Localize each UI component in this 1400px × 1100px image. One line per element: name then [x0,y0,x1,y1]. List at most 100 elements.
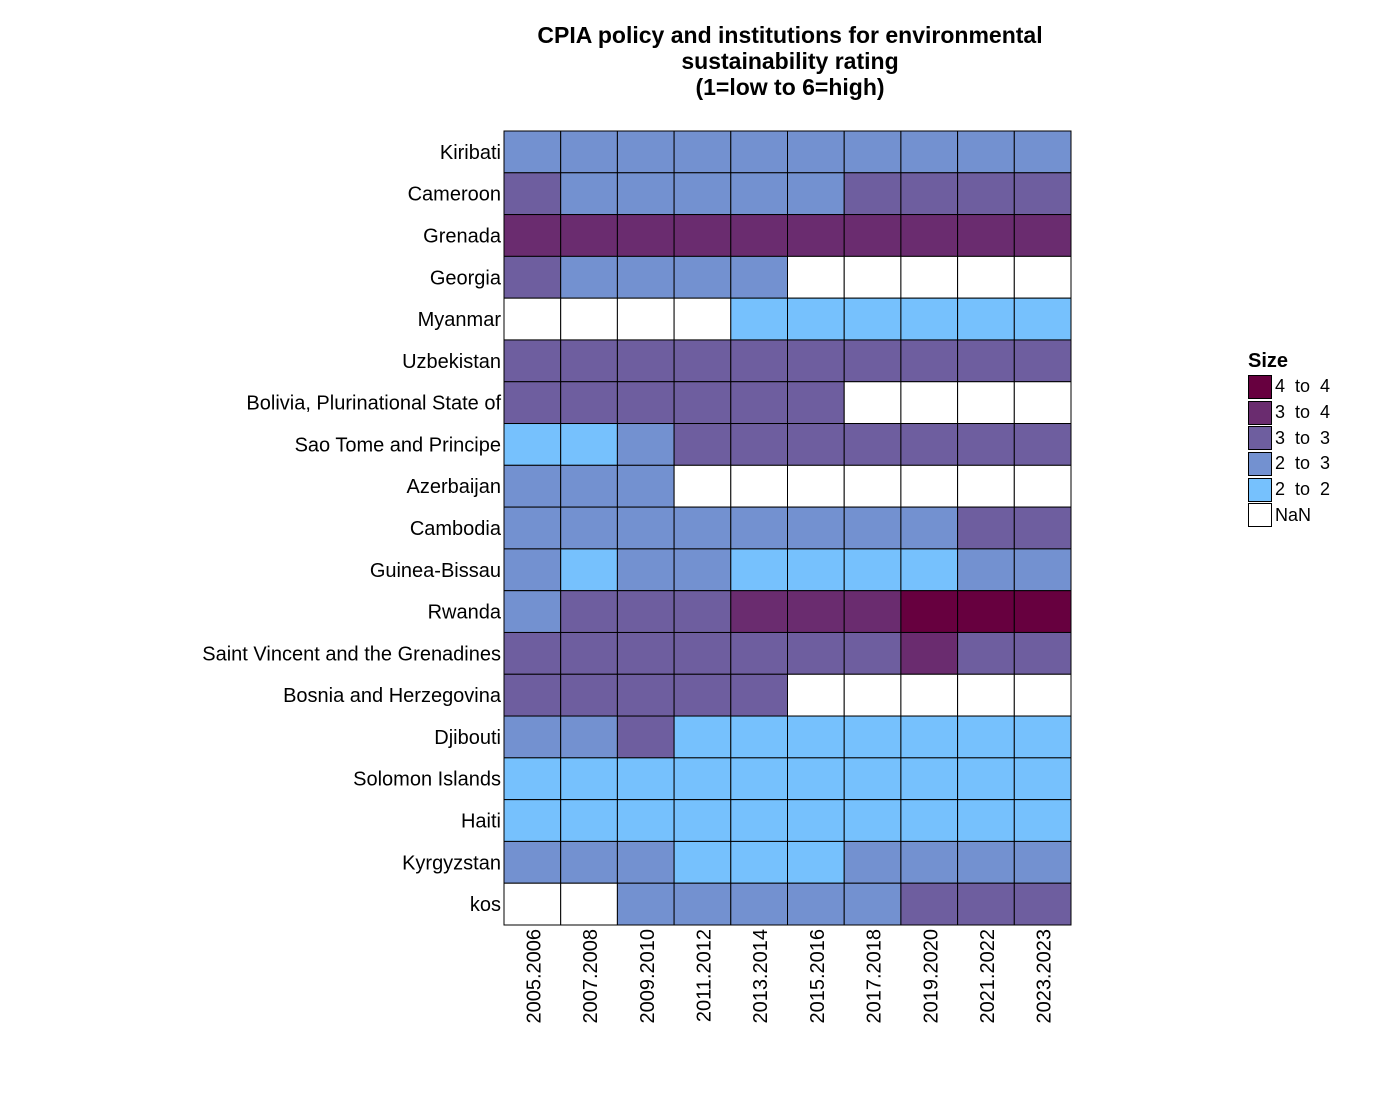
heatmap-cell [787,172,845,216]
heatmap-cell [843,339,902,383]
heatmap-cell [560,631,618,675]
y-tick-label: Djibouti [434,727,501,749]
heatmap-cell [503,255,562,299]
x-axis-tick-labels: 2005.2006 2007.2008 2009.2010 2011.2012 2013… [523,929,1055,1024]
heatmap-cell [730,464,788,508]
heatmap-cell [503,381,562,425]
chart-title: CPIA policy and institutions for environ… [490,22,1090,100]
heatmap-cell [1013,840,1072,884]
heatmap-cell [787,214,845,257]
heatmap-cell [730,715,788,759]
heatmap-cell [503,423,562,466]
y-tick-label: Kyrgyzstan [402,852,501,874]
heatmap-cell [616,339,675,383]
heatmap-cell [1013,464,1072,508]
heatmap-cell [957,297,1015,341]
heatmap-cell [503,339,562,383]
y-tick-label: Georgia [430,267,502,289]
heatmap-cell [843,506,902,550]
heatmap-cell [957,381,1015,425]
y-tick-label: Cambodia [410,518,502,540]
x-tick-label: 2021.2022 [977,929,999,1024]
heatmap-cell [843,172,902,216]
heatmap-cell [616,631,675,675]
heatmap-cell [1013,172,1072,216]
heatmap-cell [560,840,618,884]
heatmap-cell [503,172,562,216]
heatmap-cell [673,339,732,383]
heatmap-cell [503,130,562,174]
heatmap-cell [560,130,618,174]
heatmap-cell [900,548,959,592]
heatmap-cell [560,214,618,257]
heatmap-cell [673,172,732,216]
heatmap-cell [730,799,788,842]
heatmap-cell [900,799,959,842]
heatmap-cell [730,423,788,466]
legend-swatch [1248,451,1272,476]
heatmap-cell [1013,631,1072,675]
heatmap-cell [560,255,618,299]
heatmap-cell [616,464,675,508]
heatmap-cell [730,297,788,341]
y-tick-label: Rwanda [428,602,502,624]
heatmap-cell [843,715,902,759]
heatmap-cell [673,757,732,801]
chart-title-line-3: (1=low to 6=high) [695,74,885,100]
heatmap-cell [787,506,845,550]
heatmap-cell [787,464,845,508]
y-tick-label: Solomon Islands [353,769,501,791]
legend-label: 2 to 2 [1275,479,1331,500]
heatmap-cell [787,715,845,759]
x-tick-label: 2019.2020 [920,929,942,1024]
heatmap-cell [560,590,618,633]
chart-title-line-1: CPIA policy and institutions for environ… [537,22,1043,48]
heatmap-cell [843,757,902,801]
y-tick-label: Myanmar [418,309,502,331]
legend-label: 3 to 4 [1275,402,1331,423]
heatmap-cell [616,130,675,174]
heatmap-cell [1013,255,1072,299]
heatmap-cell [503,297,562,341]
heatmap-cell [787,423,845,466]
y-tick-label: Haiti [461,811,501,833]
heatmap-cell [503,631,562,675]
heatmap-cell [616,423,675,466]
heatmap-cell [730,381,788,425]
heatmap-cell [560,757,618,801]
legend-item: 4 to 4 [1248,374,1330,400]
heatmap-cell [503,214,562,257]
heatmap-cell [503,840,562,884]
heatmap-cell [673,840,732,884]
heatmap-cell [730,548,788,592]
heatmap-cell [957,631,1015,675]
heatmap-cell [1013,673,1072,717]
legend-item: 2 to 3 [1248,451,1330,477]
legend-label: 3 to 3 [1275,427,1331,448]
y-tick-label: Sao Tome and Principe [295,434,501,456]
heatmap-cell [900,423,959,466]
legend-swatch [1248,400,1272,425]
heatmap-cell [616,297,675,341]
heatmap-cell [503,464,562,508]
heatmap-cell [673,715,732,759]
heatmap-cell [673,882,732,926]
legend-label: 2 to 3 [1275,453,1331,474]
heatmap-cell [900,130,959,174]
heatmap-cell [1013,297,1072,341]
heatmap-cell [616,506,675,550]
heatmap-cell [957,548,1015,592]
heatmap-cell [957,506,1015,550]
heatmap-cell [616,172,675,216]
heatmap-cell [787,255,845,299]
x-tick-label: 2015.2016 [807,929,829,1024]
legend-swatch [1248,374,1272,399]
legend-label: 4 to 4 [1275,376,1331,397]
heatmap-cell [560,464,618,508]
heatmap-cell [957,214,1015,257]
heatmap-cell [616,548,675,592]
heatmap-cell [787,590,845,633]
heatmap-cell [560,799,618,842]
heatmap-cell [503,548,562,592]
